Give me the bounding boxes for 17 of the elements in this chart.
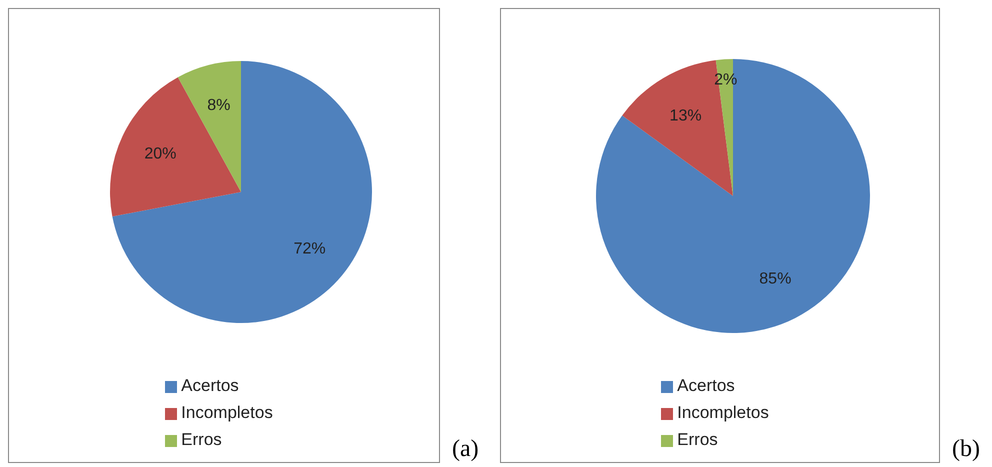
legend-label: Erros bbox=[181, 430, 222, 449]
data-label: 13% bbox=[670, 107, 702, 124]
data-label: 8% bbox=[207, 97, 230, 114]
pie-slice bbox=[178, 61, 241, 192]
data-label: 20% bbox=[144, 146, 176, 163]
text: (a) bbox=[452, 436, 479, 463]
legend-label: Acertos bbox=[677, 376, 735, 395]
data-label: 72% bbox=[294, 240, 326, 258]
pie-slice bbox=[110, 77, 241, 217]
pie-slice bbox=[112, 61, 372, 323]
text: (b) bbox=[952, 436, 980, 463]
legend-label: Erros bbox=[677, 430, 718, 449]
data-label: 85% bbox=[759, 270, 792, 288]
pie-slice bbox=[596, 59, 870, 333]
legend-label: Incompletos bbox=[677, 403, 769, 422]
legend-label: Acertos bbox=[181, 376, 239, 395]
legend-label: Incompletos bbox=[181, 403, 273, 422]
